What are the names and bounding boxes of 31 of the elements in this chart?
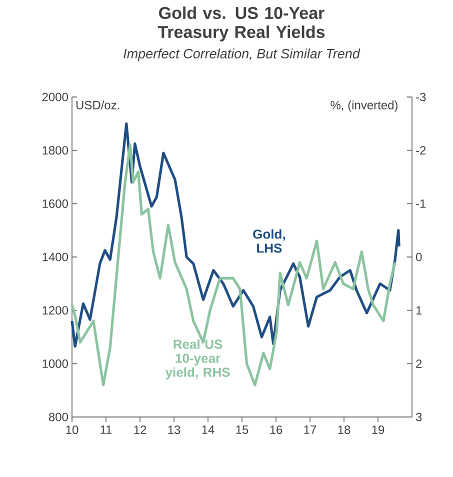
y-tick-label: 2000 (42, 92, 68, 102)
y2-tick-label: 0 (416, 252, 422, 262)
x-tick-label: 18 (338, 426, 350, 434)
x-tick-label: 10 (66, 426, 78, 434)
y-tick-label: 800 (48, 412, 68, 422)
y-tick-label: 1800 (42, 146, 68, 155)
chart-title: Gold vs. US 10-Year Treasury Real Yields (158, 6, 325, 42)
x-tick-label: 19 (372, 426, 384, 434)
y2-tick-label: 2 (416, 359, 422, 368)
x-tick-label: 16 (270, 426, 282, 434)
y-tick-label: 1400 (42, 252, 68, 262)
y2-tick-label: 1 (416, 306, 422, 314)
series-label: Real US 10-year yield, RHS (165, 339, 230, 380)
y2-tick-label: -1 (416, 200, 426, 208)
y-tick-label: 1600 (42, 199, 68, 208)
x-tick-label: 15 (236, 426, 248, 434)
y2-tick-label: 3 (416, 412, 422, 422)
x-tick-label: 14 (202, 426, 214, 434)
x-tick-label: 11 (100, 426, 112, 434)
y2-tick-label: -3 (416, 92, 426, 102)
x-tick-label: 13 (168, 426, 180, 434)
y-tick-label: 1200 (42, 306, 68, 315)
series-label: Gold, LHS (253, 229, 285, 253)
x-tick-label: 12 (134, 426, 146, 434)
line-series (70, 144, 396, 386)
y2-axis-title: %, (inverted) (330, 100, 398, 112)
y-axis-title: USD/oz. (76, 100, 120, 110)
chart-subtitle: Imperfect Correlation, But Similar Trend (124, 48, 360, 62)
y2-tick-label: -2 (416, 146, 426, 155)
y-tick-label: 1000 (42, 359, 68, 368)
x-tick-label: 17 (304, 426, 316, 434)
